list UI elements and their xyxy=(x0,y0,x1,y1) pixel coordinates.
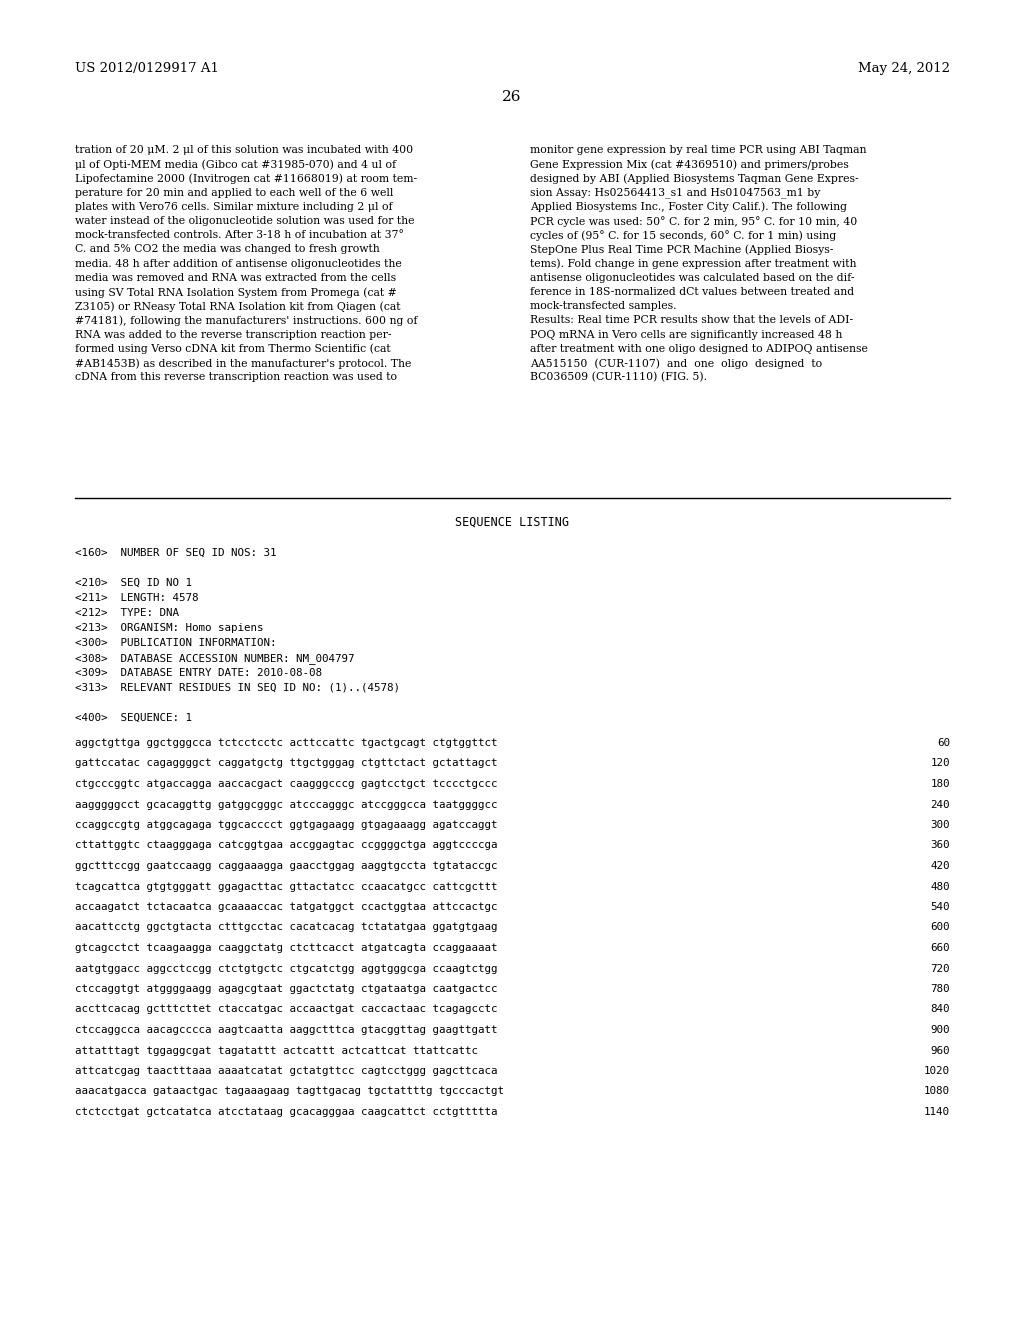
Text: <212>  TYPE: DNA: <212> TYPE: DNA xyxy=(75,609,179,618)
Text: ctctcctgat gctcatatca atcctataag gcacagggaa caagcattct cctgttttta: ctctcctgat gctcatatca atcctataag gcacagg… xyxy=(75,1107,498,1117)
Text: StepOne Plus Real Time PCR Machine (Applied Biosys-: StepOne Plus Real Time PCR Machine (Appl… xyxy=(530,244,834,255)
Text: gtcagcctct tcaagaagga caaggctatg ctcttcacct atgatcagta ccaggaaaat: gtcagcctct tcaagaagga caaggctatg ctcttca… xyxy=(75,942,498,953)
Text: gattccatac cagaggggct caggatgctg ttgctgggag ctgttctact gctattagct: gattccatac cagaggggct caggatgctg ttgctgg… xyxy=(75,759,498,768)
Text: formed using Verso cDNA kit from Thermo Scientific (cat: formed using Verso cDNA kit from Thermo … xyxy=(75,343,390,354)
Text: <309>  DATABASE ENTRY DATE: 2010-08-08: <309> DATABASE ENTRY DATE: 2010-08-08 xyxy=(75,668,322,678)
Text: 360: 360 xyxy=(931,841,950,850)
Text: 240: 240 xyxy=(931,800,950,809)
Text: 180: 180 xyxy=(931,779,950,789)
Text: 1140: 1140 xyxy=(924,1107,950,1117)
Text: attcatcgag taactttaaa aaaatcatat gctatgttcc cagtcctggg gagcttcaca: attcatcgag taactttaaa aaaatcatat gctatgt… xyxy=(75,1067,498,1076)
Text: SEQUENCE LISTING: SEQUENCE LISTING xyxy=(455,516,569,529)
Text: <213>  ORGANISM: Homo sapiens: <213> ORGANISM: Homo sapiens xyxy=(75,623,263,634)
Text: <210>  SEQ ID NO 1: <210> SEQ ID NO 1 xyxy=(75,578,193,587)
Text: after treatment with one oligo designed to ADIPOQ antisense: after treatment with one oligo designed … xyxy=(530,343,868,354)
Text: sion Assay: Hs02564413_s1 and Hs01047563_m1 by: sion Assay: Hs02564413_s1 and Hs01047563… xyxy=(530,187,820,198)
Text: aacattcctg ggctgtacta ctttgcctac cacatcacag tctatatgaa ggatgtgaag: aacattcctg ggctgtacta ctttgcctac cacatca… xyxy=(75,923,498,932)
Text: media was removed and RNA was extracted from the cells: media was removed and RNA was extracted … xyxy=(75,273,396,282)
Text: AA515150  (CUR-1107)  and  one  oligo  designed  to: AA515150 (CUR-1107) and one oligo design… xyxy=(530,358,822,368)
Text: 600: 600 xyxy=(931,923,950,932)
Text: C. and 5% CO2 the media was changed to fresh growth: C. and 5% CO2 the media was changed to f… xyxy=(75,244,380,255)
Text: accttcacag gctttcttet ctaccatgac accaactgat caccactaac tcagagcctc: accttcacag gctttcttet ctaccatgac accaact… xyxy=(75,1005,498,1015)
Text: 1080: 1080 xyxy=(924,1086,950,1097)
Text: 960: 960 xyxy=(931,1045,950,1056)
Text: using SV Total RNA Isolation System from Promega (cat #: using SV Total RNA Isolation System from… xyxy=(75,286,396,297)
Text: 60: 60 xyxy=(937,738,950,748)
Text: 1020: 1020 xyxy=(924,1067,950,1076)
Text: μl of Opti-MEM media (Gibco cat #31985-070) and 4 ul of: μl of Opti-MEM media (Gibco cat #31985-0… xyxy=(75,160,396,170)
Text: 900: 900 xyxy=(931,1026,950,1035)
Text: Z3105) or RNeasy Total RNA Isolation kit from Qiagen (cat: Z3105) or RNeasy Total RNA Isolation kit… xyxy=(75,301,400,312)
Text: 480: 480 xyxy=(931,882,950,891)
Text: 120: 120 xyxy=(931,759,950,768)
Text: 720: 720 xyxy=(931,964,950,974)
Text: cDNA from this reverse transcription reaction was used to: cDNA from this reverse transcription rea… xyxy=(75,372,397,383)
Text: POQ mRNA in Vero cells are significantly increased 48 h: POQ mRNA in Vero cells are significantly… xyxy=(530,330,843,339)
Text: tems). Fold change in gene expression after treatment with: tems). Fold change in gene expression af… xyxy=(530,259,856,269)
Text: perature for 20 min and applied to each well of the 6 well: perature for 20 min and applied to each … xyxy=(75,187,393,198)
Text: monitor gene expression by real time PCR using ABI Taqman: monitor gene expression by real time PCR… xyxy=(530,145,866,154)
Text: May 24, 2012: May 24, 2012 xyxy=(858,62,950,75)
Text: mock-transfected samples.: mock-transfected samples. xyxy=(530,301,677,312)
Text: <313>  RELEVANT RESIDUES IN SEQ ID NO: (1)..(4578): <313> RELEVANT RESIDUES IN SEQ ID NO: (1… xyxy=(75,682,400,693)
Text: cycles of (95° C. for 15 seconds, 60° C. for 1 min) using: cycles of (95° C. for 15 seconds, 60° C.… xyxy=(530,230,837,242)
Text: PCR cycle was used: 50° C. for 2 min, 95° C. for 10 min, 40: PCR cycle was used: 50° C. for 2 min, 95… xyxy=(530,216,857,227)
Text: ference in 18S-normalized dCt values between treated and: ference in 18S-normalized dCt values bet… xyxy=(530,286,854,297)
Text: BC036509 (CUR-1110) (FIG. 5).: BC036509 (CUR-1110) (FIG. 5). xyxy=(530,372,707,383)
Text: water instead of the oligonucleotide solution was used for the: water instead of the oligonucleotide sol… xyxy=(75,216,415,226)
Text: <211>  LENGTH: 4578: <211> LENGTH: 4578 xyxy=(75,593,199,603)
Text: 660: 660 xyxy=(931,942,950,953)
Text: tration of 20 μM. 2 μl of this solution was incubated with 400: tration of 20 μM. 2 μl of this solution … xyxy=(75,145,413,154)
Text: Gene Expression Mix (cat #4369510) and primers/probes: Gene Expression Mix (cat #4369510) and p… xyxy=(530,160,849,170)
Text: aggctgttga ggctgggcca tctcctcctc acttccattc tgactgcagt ctgtggttct: aggctgttga ggctgggcca tctcctcctc acttcca… xyxy=(75,738,498,748)
Text: cttattggtc ctaagggaga catcggtgaa accggagtac ccggggctga aggtccccga: cttattggtc ctaagggaga catcggtgaa accggag… xyxy=(75,841,498,850)
Text: ctccaggcca aacagcccca aagtcaatta aaggctttca gtacggttag gaagttgatt: ctccaggcca aacagcccca aagtcaatta aaggctt… xyxy=(75,1026,498,1035)
Text: <400>  SEQUENCE: 1: <400> SEQUENCE: 1 xyxy=(75,713,193,723)
Text: mock-transfected controls. After 3-18 h of incubation at 37°: mock-transfected controls. After 3-18 h … xyxy=(75,230,403,240)
Text: accaagatct tctacaatca gcaaaaccac tatgatggct ccactggtaa attccactgc: accaagatct tctacaatca gcaaaaccac tatgatg… xyxy=(75,902,498,912)
Text: 300: 300 xyxy=(931,820,950,830)
Text: 540: 540 xyxy=(931,902,950,912)
Text: antisense oligonucleotides was calculated based on the dif-: antisense oligonucleotides was calculate… xyxy=(530,273,854,282)
Text: ggctttccgg gaatccaagg caggaaagga gaacctggag aaggtgccta tgtataccgc: ggctttccgg gaatccaagg caggaaagga gaacctg… xyxy=(75,861,498,871)
Text: <300>  PUBLICATION INFORMATION:: <300> PUBLICATION INFORMATION: xyxy=(75,638,276,648)
Text: #74181), following the manufacturers' instructions. 600 ng of: #74181), following the manufacturers' in… xyxy=(75,315,418,326)
Text: <308>  DATABASE ACCESSION NUMBER: NM_004797: <308> DATABASE ACCESSION NUMBER: NM_0047… xyxy=(75,653,354,664)
Text: 840: 840 xyxy=(931,1005,950,1015)
Text: tcagcattca gtgtgggatt ggagacttac gttactatcc ccaacatgcc cattcgcttt: tcagcattca gtgtgggatt ggagacttac gttacta… xyxy=(75,882,498,891)
Text: Applied Biosystems Inc., Foster City Calif.). The following: Applied Biosystems Inc., Foster City Cal… xyxy=(530,202,847,213)
Text: designed by ABI (Applied Biosystems Taqman Gene Expres-: designed by ABI (Applied Biosystems Taqm… xyxy=(530,173,859,183)
Text: aaacatgacca gataactgac tagaaagaag tagttgacag tgctattttg tgcccactgt: aaacatgacca gataactgac tagaaagaag tagttg… xyxy=(75,1086,504,1097)
Text: 780: 780 xyxy=(931,983,950,994)
Text: <160>  NUMBER OF SEQ ID NOS: 31: <160> NUMBER OF SEQ ID NOS: 31 xyxy=(75,548,276,558)
Text: Results: Real time PCR results show that the levels of ADI-: Results: Real time PCR results show that… xyxy=(530,315,853,326)
Text: media. 48 h after addition of antisense oligonucleotides the: media. 48 h after addition of antisense … xyxy=(75,259,401,268)
Text: US 2012/0129917 A1: US 2012/0129917 A1 xyxy=(75,62,219,75)
Text: Lipofectamine 2000 (Invitrogen cat #11668019) at room tem-: Lipofectamine 2000 (Invitrogen cat #1166… xyxy=(75,173,417,183)
Text: ctgcccggtc atgaccagga aaccacgact caagggcccg gagtcctgct tcccctgccc: ctgcccggtc atgaccagga aaccacgact caagggc… xyxy=(75,779,498,789)
Text: #AB1453B) as described in the manufacturer's protocol. The: #AB1453B) as described in the manufactur… xyxy=(75,358,412,368)
Text: plates with Vero76 cells. Similar mixture including 2 μl of: plates with Vero76 cells. Similar mixtur… xyxy=(75,202,392,211)
Text: attatttagt tggaggcgat tagatattt actcattt actcattcat ttattcattc: attatttagt tggaggcgat tagatattt actcattt… xyxy=(75,1045,478,1056)
Text: 420: 420 xyxy=(931,861,950,871)
Text: aagggggcct gcacaggttg gatggcgggc atcccagggc atccgggcca taatggggcc: aagggggcct gcacaggttg gatggcgggc atcccag… xyxy=(75,800,498,809)
Text: ctccaggtgt atggggaagg agagcgtaat ggactctatg ctgataatga caatgactcc: ctccaggtgt atggggaagg agagcgtaat ggactct… xyxy=(75,983,498,994)
Text: ccaggccgtg atggcagaga tggcacccct ggtgagaagg gtgagaaagg agatccaggt: ccaggccgtg atggcagaga tggcacccct ggtgaga… xyxy=(75,820,498,830)
Text: aatgtggacc aggcctccgg ctctgtgctc ctgcatctgg aggtgggcga ccaagtctgg: aatgtggacc aggcctccgg ctctgtgctc ctgcatc… xyxy=(75,964,498,974)
Text: RNA was added to the reverse transcription reaction per-: RNA was added to the reverse transcripti… xyxy=(75,330,391,339)
Text: 26: 26 xyxy=(502,90,522,104)
